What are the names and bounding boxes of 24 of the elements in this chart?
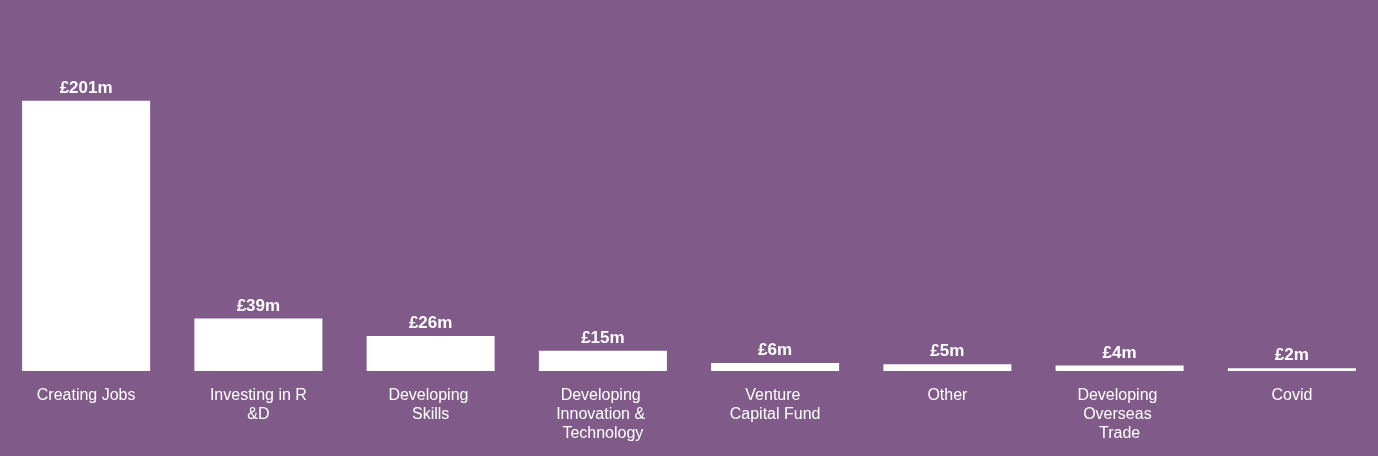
- x-tick-label: Other: [927, 386, 969, 403]
- bar: [194, 318, 323, 371]
- x-tick-label: Developing Skills: [388, 386, 473, 422]
- data-label: £39m: [236, 295, 281, 315]
- data-label: £5m: [930, 341, 965, 361]
- data-label: £201m: [59, 77, 113, 97]
- data-label: £15m: [581, 327, 625, 347]
- x-tick-label: Venture Capital Fund: [729, 386, 821, 422]
- bar: [883, 364, 1012, 371]
- data-label: £4m: [1102, 342, 1137, 362]
- data-label: £6m: [758, 339, 793, 359]
- x-tick-label: Developing Innovation & Technology: [556, 386, 650, 441]
- data-label: £2m: [1274, 345, 1309, 365]
- bar: [22, 100, 151, 371]
- data-label: £26m: [408, 313, 453, 333]
- bar: [538, 350, 667, 371]
- x-tick-label: Creating Jobs: [36, 386, 136, 403]
- bar: [366, 336, 495, 371]
- bar: [1227, 368, 1356, 371]
- bar: [1055, 365, 1184, 371]
- bar: [711, 362, 840, 371]
- x-tick-label: Investing in R&D: [209, 386, 307, 422]
- x-tick-label: Covid: [1271, 386, 1313, 403]
- x-tick-label: Developing Overseas Trade: [1077, 386, 1162, 441]
